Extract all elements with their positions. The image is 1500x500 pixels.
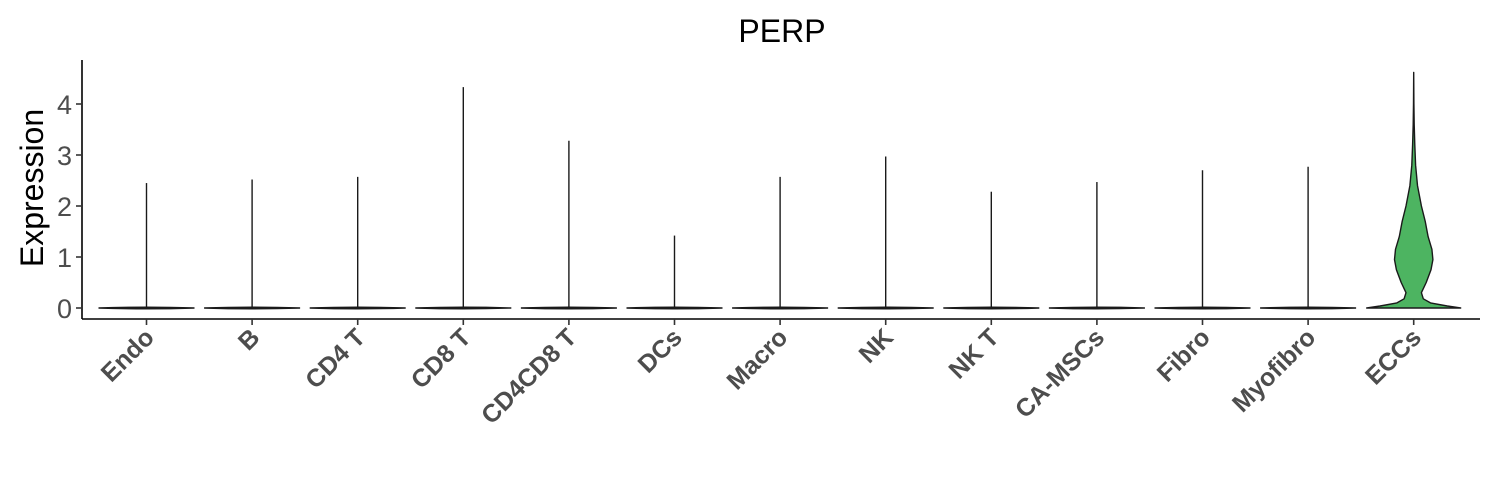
x-tick-label: Fibro xyxy=(1152,323,1216,387)
violin-group xyxy=(98,71,1462,310)
chart-title: PERP xyxy=(738,13,825,49)
x-axis-ticks: Endo B CD4 T CD8 T CD4CD8 T DCs Macro NK NK T CA-… xyxy=(96,319,1427,430)
x-tick-label: NK T xyxy=(943,323,1004,384)
y-tick-label: 3 xyxy=(57,141,72,171)
y-axis-label: Expression xyxy=(14,109,50,267)
x-tick-label: CD4CD8 T xyxy=(476,323,582,429)
x-tick-label: Endo xyxy=(96,323,160,387)
x-tick-label: Macro xyxy=(721,323,793,395)
violin-eccs xyxy=(1366,71,1462,309)
y-axis-ticks: 0 1 2 3 4 xyxy=(57,90,82,324)
x-tick-label: NK xyxy=(854,323,899,368)
x-tick-label: DCs xyxy=(633,323,688,378)
y-tick-label: 2 xyxy=(57,192,72,222)
x-tick-label: B xyxy=(233,323,266,356)
x-tick-label: ECCs xyxy=(1360,323,1427,390)
y-tick-label: 4 xyxy=(57,90,72,120)
x-tick-label: Myofibro xyxy=(1227,323,1321,417)
x-tick-label: CD8 T xyxy=(406,323,477,394)
x-tick-label: CA-MSCs xyxy=(1010,323,1110,423)
x-tick-label: CD4 T xyxy=(300,323,371,394)
y-tick-label: 1 xyxy=(57,243,72,273)
y-tick-label: 0 xyxy=(57,294,72,324)
